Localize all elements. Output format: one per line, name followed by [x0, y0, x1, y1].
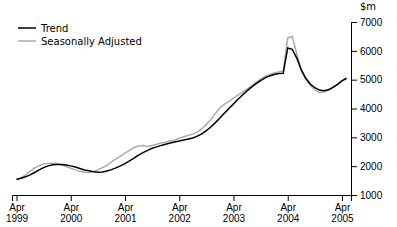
- y-tick: 5000: [351, 74, 383, 85]
- y-tick: 6000: [351, 46, 383, 57]
- x-tick-label: Apr2003: [223, 202, 246, 224]
- x-tick-mark: [125, 195, 126, 201]
- y-tick-mark: [351, 109, 357, 110]
- y-tick-mark: [351, 22, 357, 23]
- y-axis: 1000 2000 3000 4000 5000 6000 7000: [351, 17, 383, 201]
- legend-item: Seasonally Adjusted: [18, 36, 142, 47]
- y-tick-mark: [351, 195, 357, 196]
- chart: Apr1999 Apr2000 Apr2001 Apr2002 Apr2003 Apr20…: [0, 0, 397, 227]
- x-tick: Apr2005: [331, 195, 354, 224]
- y-tick-label: 7000: [360, 17, 383, 28]
- y-tick-mark: [351, 80, 357, 81]
- y-tick-mark: [351, 166, 357, 167]
- x-tick: Apr2003: [223, 195, 246, 224]
- x-tick-label: Apr2001: [114, 202, 137, 224]
- legend-label: Seasonally Adjusted: [41, 36, 142, 47]
- y-tick-mark: [351, 137, 357, 138]
- y-axis-title: $m: [360, 1, 376, 12]
- x-axis: Apr1999 Apr2000 Apr2001 Apr2002 Apr2003 Apr20…: [6, 195, 354, 224]
- plot-area: [17, 36, 347, 180]
- x-tick: Apr2001: [114, 195, 137, 224]
- y-tick-label: 6000: [360, 46, 383, 57]
- y-tick: 2000: [351, 161, 383, 172]
- y-tick: 4000: [351, 103, 383, 114]
- y-tick-label: 4000: [360, 103, 383, 114]
- x-axis-line: [13, 196, 352, 202]
- legend-label: Trend: [40, 23, 68, 34]
- x-tick-mark: [179, 195, 180, 201]
- x-tick-mark: [71, 195, 72, 201]
- legend-swatch: [18, 40, 36, 42]
- x-tick-label: Apr2000: [60, 202, 83, 224]
- x-tick: Apr2002: [169, 195, 192, 224]
- legend-swatch: [18, 27, 36, 29]
- series-line: [17, 36, 347, 180]
- y-axis-line: [352, 23, 358, 196]
- x-tick: Apr2000: [60, 195, 83, 224]
- x-tick-mark: [17, 195, 18, 201]
- x-tick: Apr2004: [277, 195, 300, 224]
- x-tick-label: Apr2005: [331, 202, 354, 224]
- legend: Trend Seasonally Adjusted: [18, 23, 142, 47]
- x-tick-label: Apr2002: [169, 202, 192, 224]
- y-tick-label: 5000: [360, 74, 383, 85]
- y-tick-label: 3000: [360, 132, 383, 143]
- y-tick: 3000: [351, 132, 383, 143]
- x-tick-label: Apr2004: [277, 202, 300, 224]
- y-tick-label: 1000: [360, 190, 383, 201]
- legend-item: Trend: [18, 23, 68, 34]
- x-tick-mark: [233, 195, 234, 201]
- y-tick: 1000: [351, 190, 383, 201]
- x-tick-mark: [288, 195, 289, 201]
- x-tick-label: Apr1999: [6, 202, 29, 224]
- x-tick: Apr1999: [6, 195, 29, 224]
- y-tick-label: 2000: [360, 161, 383, 172]
- x-tick-mark: [342, 195, 343, 201]
- y-tick-mark: [351, 51, 357, 52]
- series-line: [17, 48, 347, 179]
- y-tick: 7000: [351, 17, 383, 28]
